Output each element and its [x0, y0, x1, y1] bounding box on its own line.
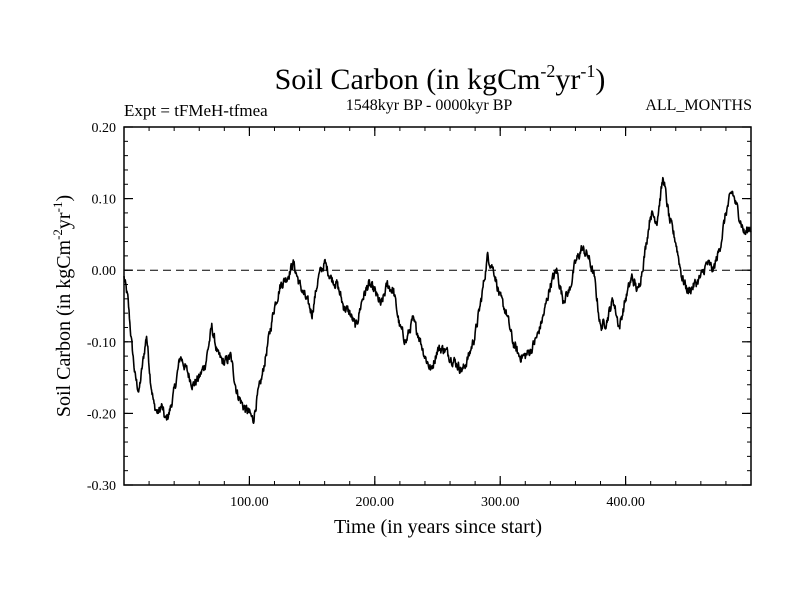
y-axis-label: Soil Carbon (in kgCm-2yr-1)	[50, 195, 75, 417]
y-tick-label: 0.20	[92, 121, 117, 136]
chart-title: Soil Carbon (in kgCm-2yr-1)	[275, 61, 606, 96]
y-tick-label: -0.10	[87, 336, 116, 351]
x-axis-label: Time (in years since start)	[334, 516, 542, 538]
series-group	[123, 176, 752, 425]
x-tick-label: 300.00	[481, 495, 520, 510]
series-line	[123, 176, 752, 425]
y-tick-label: 0.10	[92, 193, 117, 208]
y-tick-label: -0.20	[87, 407, 116, 422]
x-tick-label: 100.00	[230, 495, 269, 510]
x-axis: 100.00 200.00 300.00 400.00	[148, 127, 727, 510]
y-tick-label: -0.30	[87, 479, 116, 494]
experiment-label: Expt = tFMeH-tfmea	[124, 101, 268, 120]
x-tick-label: 400.00	[606, 495, 645, 510]
x-tick-label: 200.00	[356, 495, 395, 510]
y-tick-label: 0.00	[92, 264, 117, 279]
months-label: ALL_MONTHS	[645, 97, 752, 114]
y-axis: -0.30 -0.20 -0.10 0.00 0.10 0.20	[87, 121, 751, 494]
plot-frame	[123, 126, 752, 486]
time-range-label: 1548kyr BP - 0000kyr BP	[346, 97, 513, 114]
